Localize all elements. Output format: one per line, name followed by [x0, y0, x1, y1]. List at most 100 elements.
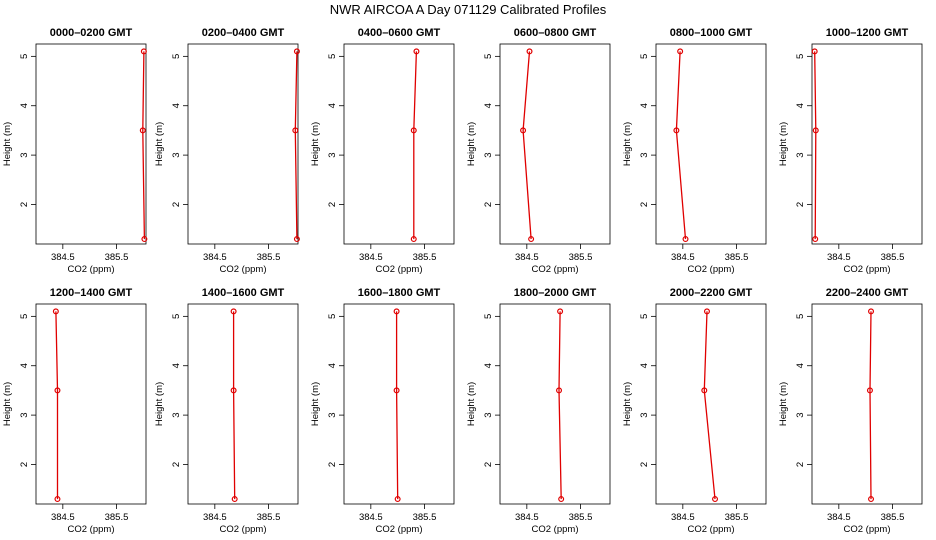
y-tick-label: 3	[19, 412, 30, 417]
y-tick-label: 2	[171, 202, 182, 207]
x-tick-label: 385.5	[881, 512, 905, 523]
x-tick-label: 385.5	[569, 252, 593, 263]
panel-title: 0800–1000 GMT	[670, 27, 753, 39]
y-tick-label: 3	[795, 412, 806, 417]
x-axis-label: CO2 (ppm)	[532, 524, 579, 535]
panel-title: 1600–1800 GMT	[358, 287, 441, 299]
profile-panel: 0000–0200 GMT 384.5 385.5 2 3 4 5 CO2 (ppm) Heig…	[2, 27, 148, 275]
plot-frame	[343, 43, 455, 245]
y-tick-label: 4	[327, 363, 338, 368]
y-tick-label: 5	[327, 54, 338, 59]
y-tick-label: 5	[795, 54, 806, 59]
profile-point	[52, 308, 59, 315]
profile-point	[556, 387, 563, 394]
figure-title: NWR AIRCOA A Day 071129 Calibrated Profi…	[330, 2, 607, 17]
y-tick-label: 3	[483, 412, 494, 417]
y-tick-label: 3	[483, 152, 494, 157]
x-tick-label: 384.5	[671, 512, 695, 523]
y-axis-label: Height (m)	[466, 382, 477, 426]
profile-panel: 0400–0600 GMT 384.5 385.5 2 3 4 5 CO2 (ppm) Heig…	[310, 27, 455, 275]
profile-point	[866, 387, 873, 394]
x-axis-label: CO2 (ppm)	[376, 264, 423, 275]
plot-frame	[187, 303, 299, 505]
plot-frame	[811, 303, 923, 505]
y-tick-label: 4	[795, 363, 806, 368]
x-tick-label: 384.5	[203, 252, 227, 263]
x-tick-label: 385.5	[569, 512, 593, 523]
x-tick-label: 384.5	[827, 512, 851, 523]
profile-panel: 0200–0400 GMT 384.5 385.5 2 3 4 5 CO2 (ppm) Heig…	[154, 27, 300, 275]
x-tick-label: 384.5	[515, 512, 539, 523]
y-axis-label: Height (m)	[310, 122, 321, 166]
profile-line	[55, 311, 59, 500]
y-axis-label: Height (m)	[778, 122, 789, 166]
profile-line	[814, 51, 817, 240]
plot-frame	[811, 43, 923, 245]
panel-title: 0600–0800 GMT	[514, 27, 597, 39]
plot-frame	[655, 303, 767, 505]
profile-point	[231, 496, 238, 503]
x-tick-label: 385.5	[105, 252, 129, 263]
y-tick-label: 3	[171, 412, 182, 417]
profile-point	[673, 127, 680, 134]
y-tick-label: 2	[327, 202, 338, 207]
y-tick-label: 2	[639, 462, 650, 467]
y-axis-label: Height (m)	[622, 122, 633, 166]
y-tick-label: 4	[327, 103, 338, 108]
panel-title: 0400–0600 GMT	[358, 27, 441, 39]
profile-line	[142, 51, 146, 240]
y-tick-label: 2	[19, 202, 30, 207]
plot-frame	[187, 43, 299, 245]
x-tick-label: 385.5	[725, 252, 749, 263]
profile-point	[526, 48, 533, 55]
x-axis-label: CO2 (ppm)	[220, 264, 267, 275]
profile-line	[558, 311, 562, 500]
y-tick-label: 2	[483, 462, 494, 467]
panel-title: 1400–1600 GMT	[202, 287, 285, 299]
y-tick-label: 4	[639, 103, 650, 108]
y-tick-label: 5	[483, 54, 494, 59]
y-axis-label: Height (m)	[310, 382, 321, 426]
x-axis-label: CO2 (ppm)	[68, 264, 115, 275]
y-axis-label: Height (m)	[778, 382, 789, 426]
profile-point	[701, 387, 708, 394]
profile-point	[139, 127, 146, 134]
y-tick-label: 4	[795, 103, 806, 108]
y-tick-label: 2	[795, 202, 806, 207]
x-axis-label: CO2 (ppm)	[844, 264, 891, 275]
profile-panel: 1600–1800 GMT 384.5 385.5 2 3 4 5 CO2 (ppm) Heig…	[310, 287, 455, 535]
y-tick-label: 2	[639, 202, 650, 207]
profile-point	[292, 127, 299, 134]
profile-panel: 1400–1600 GMT 384.5 385.5 2 3 4 5 CO2 (ppm) Heig…	[154, 287, 299, 535]
profile-point	[520, 127, 527, 134]
y-axis-label: Height (m)	[154, 382, 165, 426]
profile-line	[703, 311, 716, 500]
profile-point	[54, 496, 61, 503]
profile-point	[712, 496, 719, 503]
y-tick-label: 5	[795, 314, 806, 319]
x-tick-label: 384.5	[827, 252, 851, 263]
profile-line	[522, 51, 532, 240]
profile-point	[54, 387, 61, 394]
x-tick-label: 384.5	[359, 252, 383, 263]
profile-point	[413, 48, 420, 55]
y-tick-label: 4	[483, 363, 494, 368]
y-tick-label: 3	[327, 412, 338, 417]
panel-title: 0200–0400 GMT	[202, 27, 285, 39]
profile-point	[141, 236, 148, 243]
plot-frame	[35, 303, 147, 505]
y-tick-label: 2	[171, 462, 182, 467]
profile-point	[868, 496, 875, 503]
x-tick-label: 384.5	[203, 512, 227, 523]
profile-point	[410, 127, 417, 134]
x-tick-label: 384.5	[51, 512, 75, 523]
profile-point	[393, 308, 400, 315]
profile-panel: 2200–2400 GMT 384.5 385.5 2 3 4 5 CO2 (ppm) Heig…	[778, 287, 923, 535]
y-tick-label: 3	[171, 152, 182, 157]
x-tick-label: 385.5	[413, 512, 437, 523]
profile-point	[394, 496, 401, 503]
y-tick-label: 5	[171, 54, 182, 59]
y-tick-label: 3	[19, 152, 30, 157]
panel-title: 2200–2400 GMT	[826, 287, 909, 299]
x-tick-label: 385.5	[105, 512, 129, 523]
